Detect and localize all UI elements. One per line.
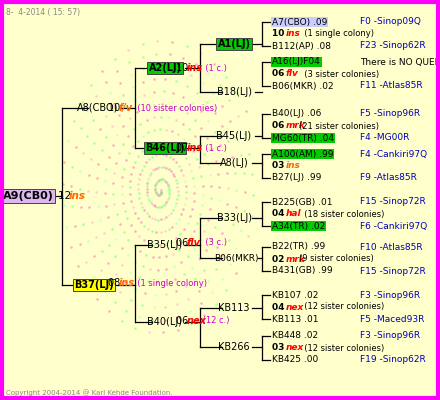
Text: (1 c.): (1 c.)	[200, 64, 227, 72]
Text: 10: 10	[272, 30, 287, 38]
Text: (18 sister colonies): (18 sister colonies)	[299, 210, 385, 218]
Text: There is NO QUEEN: There is NO QUEEN	[360, 58, 440, 66]
Text: F3 -Sinop96R: F3 -Sinop96R	[360, 332, 420, 340]
Text: 03: 03	[272, 162, 287, 170]
Text: F5 -Maced93R: F5 -Maced93R	[360, 314, 424, 324]
Text: (21 sister colonies): (21 sister colonies)	[299, 122, 379, 130]
Text: B18(LJ): B18(LJ)	[216, 87, 252, 97]
Text: nex: nex	[187, 316, 206, 326]
Text: 8-  4-2014 ( 15: 57): 8- 4-2014 ( 15: 57)	[6, 8, 80, 17]
Text: 04: 04	[272, 210, 288, 218]
Text: B35(LJ): B35(LJ)	[147, 240, 183, 250]
Text: F15 -Sinop72R: F15 -Sinop72R	[360, 266, 426, 276]
Text: B27(LJ) .99: B27(LJ) .99	[272, 174, 321, 182]
Text: F15 -Sinop72R: F15 -Sinop72R	[360, 198, 426, 206]
Text: B225(GB) .01: B225(GB) .01	[272, 198, 333, 206]
Text: KB266: KB266	[218, 342, 250, 352]
Text: mrk: mrk	[286, 254, 305, 264]
Text: B40(LJ) .06: B40(LJ) .06	[272, 110, 321, 118]
Text: ins: ins	[187, 63, 202, 73]
Text: B45(LJ): B45(LJ)	[216, 131, 252, 141]
Text: mrk: mrk	[286, 122, 305, 130]
Text: Copyright 2004-2014 @ Karl Kehde Foundation.: Copyright 2004-2014 @ Karl Kehde Foundat…	[6, 389, 172, 396]
Text: F10 -Atlas85R: F10 -Atlas85R	[360, 242, 423, 252]
Text: 04: 04	[272, 302, 288, 312]
Text: 12: 12	[58, 191, 74, 201]
Text: (1 c.): (1 c.)	[200, 144, 227, 152]
Text: B431(GB) .99: B431(GB) .99	[272, 266, 333, 276]
Text: A100(AM) .99: A100(AM) .99	[272, 150, 334, 158]
Text: KB113: KB113	[218, 303, 250, 313]
Text: F9 -Atlas85R: F9 -Atlas85R	[360, 174, 417, 182]
Text: ins: ins	[286, 162, 301, 170]
Text: flv: flv	[286, 70, 298, 78]
Text: F5 -Sinop96R: F5 -Sinop96R	[360, 110, 420, 118]
Text: A1(LJ): A1(LJ)	[217, 39, 250, 49]
Text: F11 -Atlas85R: F11 -Atlas85R	[360, 82, 423, 90]
Text: F19 -Sinop62R: F19 -Sinop62R	[360, 356, 426, 364]
Text: F3 -Sinop96R: F3 -Sinop96R	[360, 290, 420, 300]
Text: A9(CB0): A9(CB0)	[3, 191, 53, 201]
Text: ins: ins	[118, 278, 135, 288]
Text: A7(CBO) .09: A7(CBO) .09	[272, 18, 327, 26]
Text: A8(CBO): A8(CBO)	[77, 103, 119, 113]
Text: F0 -Sinop09Q: F0 -Sinop09Q	[360, 18, 421, 26]
Text: (3 c.): (3 c.)	[200, 238, 227, 248]
Text: 10: 10	[176, 63, 191, 73]
Text: B06(MKR) .02: B06(MKR) .02	[272, 82, 334, 90]
Text: B46(LJ): B46(LJ)	[145, 143, 185, 153]
Text: MG60(TR) .04: MG60(TR) .04	[272, 134, 334, 142]
Text: B22(TR) .99: B22(TR) .99	[272, 242, 325, 252]
Text: B37(LJ): B37(LJ)	[74, 280, 114, 290]
Text: F23 -Sinop62R: F23 -Sinop62R	[360, 42, 425, 50]
Text: 08: 08	[108, 278, 123, 288]
Text: nex: nex	[286, 302, 304, 312]
Text: 06: 06	[176, 238, 191, 248]
Text: B40(LJ): B40(LJ)	[147, 317, 183, 327]
Text: (12 c.): (12 c.)	[200, 316, 230, 326]
Text: (3 sister colonies): (3 sister colonies)	[299, 70, 379, 78]
Text: nex: nex	[286, 344, 304, 352]
Text: 07: 07	[176, 143, 191, 153]
Text: KB113 .01: KB113 .01	[272, 314, 319, 324]
Text: B112(AP) .08: B112(AP) .08	[272, 42, 331, 50]
Text: flv: flv	[187, 238, 200, 248]
Text: A16(LJ)F04: A16(LJ)F04	[272, 58, 321, 66]
Text: KB425 .00: KB425 .00	[272, 356, 318, 364]
Text: hal: hal	[286, 210, 301, 218]
Text: (10 sister colonies): (10 sister colonies)	[132, 104, 217, 112]
Text: 06: 06	[272, 122, 287, 130]
Text: ins: ins	[286, 30, 301, 38]
Text: 03: 03	[272, 344, 287, 352]
Text: F4 -Cankiri97Q: F4 -Cankiri97Q	[360, 150, 427, 158]
Text: F4 -MG00R: F4 -MG00R	[360, 134, 409, 142]
Text: B33(LJ): B33(LJ)	[216, 213, 252, 223]
Text: f/v: f/v	[118, 103, 132, 113]
Text: A2(LJ): A2(LJ)	[148, 63, 181, 73]
Text: (9 sister colonies): (9 sister colonies)	[299, 254, 374, 264]
Text: ins: ins	[69, 191, 86, 201]
Text: (1 single colony): (1 single colony)	[132, 278, 207, 288]
Text: A8(LJ): A8(LJ)	[220, 158, 248, 168]
Text: 06: 06	[272, 70, 287, 78]
Text: B06(MKR): B06(MKR)	[214, 254, 258, 262]
Text: KB448 .02: KB448 .02	[272, 332, 318, 340]
Text: 02: 02	[272, 254, 287, 264]
Text: (1 single colony): (1 single colony)	[299, 30, 374, 38]
Text: (12 sister colonies): (12 sister colonies)	[299, 344, 384, 352]
Text: ins: ins	[187, 143, 202, 153]
Text: A34(TR) .02: A34(TR) .02	[272, 222, 325, 230]
Text: 06: 06	[176, 316, 191, 326]
Text: (12 sister colonies): (12 sister colonies)	[299, 302, 384, 312]
Text: KB107 .02: KB107 .02	[272, 290, 319, 300]
Text: 10: 10	[108, 103, 123, 113]
Text: F6 -Cankiri97Q: F6 -Cankiri97Q	[360, 222, 427, 230]
